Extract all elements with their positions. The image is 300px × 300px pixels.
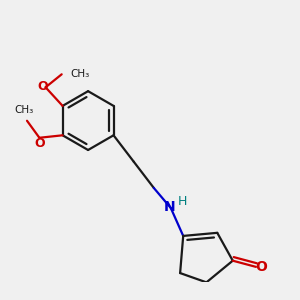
Text: N: N: [164, 200, 176, 214]
Text: CH₃: CH₃: [70, 69, 90, 79]
Text: CH₃: CH₃: [14, 105, 34, 115]
Text: O: O: [38, 80, 48, 93]
Text: H: H: [178, 195, 187, 208]
Text: O: O: [35, 137, 45, 150]
Text: O: O: [255, 260, 267, 274]
